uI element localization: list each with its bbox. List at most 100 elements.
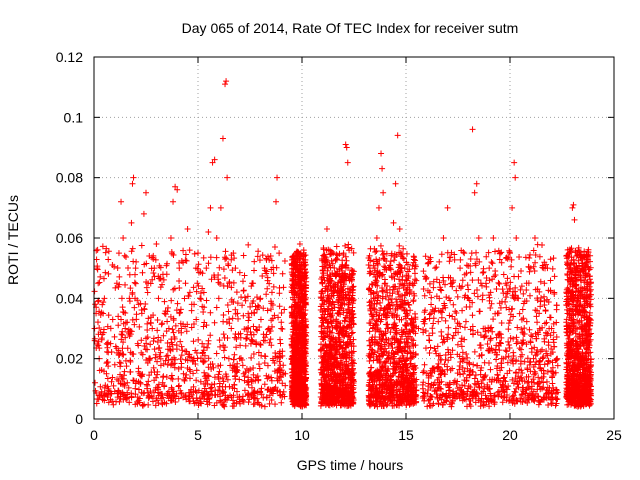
data-point: [437, 356, 444, 363]
data-point: [121, 368, 128, 375]
data-point: [267, 252, 274, 259]
data-point: [497, 250, 504, 257]
data-point: [492, 248, 499, 255]
data-point: [132, 271, 139, 278]
data-point: [537, 364, 544, 371]
data-point: [508, 356, 515, 363]
data-point: [199, 285, 206, 292]
data-point: [454, 293, 461, 300]
data-point: [528, 345, 535, 352]
data-point: [268, 396, 275, 403]
data-point: [495, 388, 502, 395]
data-point: [225, 308, 232, 315]
data-point: [344, 265, 351, 272]
data-point: [464, 365, 471, 372]
data-point: [523, 287, 530, 294]
data-point: [345, 332, 352, 339]
data-point: [493, 365, 500, 372]
data-point: [344, 333, 351, 340]
data-point: [496, 280, 503, 287]
data-point: [230, 356, 237, 363]
data-point: [118, 336, 125, 343]
data-point: [328, 305, 335, 312]
data-point: [224, 302, 231, 309]
data-point: [183, 328, 190, 335]
data-point: [383, 402, 390, 409]
data-point: [523, 318, 530, 325]
data-point: [439, 392, 446, 399]
data-point: [381, 263, 388, 270]
data-point: [430, 400, 437, 407]
data-point: [133, 258, 140, 265]
data-point: [578, 317, 585, 324]
data-point: [340, 307, 347, 314]
data-point: [180, 247, 187, 254]
data-point: [475, 276, 482, 283]
data-point: [546, 314, 553, 321]
data-point: [396, 285, 403, 292]
data-point: [474, 293, 481, 300]
data-point: [486, 403, 493, 410]
data-point: [228, 296, 235, 303]
data-point: [494, 351, 501, 358]
data-point: [532, 352, 539, 359]
data-point: [143, 340, 150, 347]
data-point: [407, 320, 414, 327]
data-point: [510, 349, 517, 356]
data-point: [154, 384, 161, 391]
data-point: [211, 381, 218, 388]
data-point: [450, 301, 457, 308]
data-point: [221, 274, 228, 281]
data-point: [129, 245, 136, 252]
data-point: [91, 325, 98, 332]
data-point: [200, 289, 207, 296]
data-point: [200, 359, 207, 366]
data-point: [365, 261, 372, 268]
data-point: [541, 320, 548, 327]
data-point: [520, 290, 527, 297]
data-point: [446, 258, 453, 265]
data-point: [422, 345, 429, 352]
data-point: [484, 340, 491, 347]
data-point: [374, 260, 381, 267]
data-point: [178, 364, 185, 371]
data-point: [342, 242, 349, 249]
data-point: [461, 368, 468, 375]
data-point: [473, 362, 480, 369]
data-point: [248, 336, 255, 343]
data-point: [517, 360, 524, 367]
data-point: [420, 369, 427, 376]
data-point: [442, 281, 449, 288]
data-point: [544, 389, 551, 396]
data-point: [170, 329, 177, 336]
data-point: [117, 363, 124, 370]
data-point: [134, 398, 141, 405]
data-point: [522, 254, 529, 261]
data-point: [183, 257, 190, 264]
data-point: [207, 332, 214, 339]
data-point: [535, 393, 542, 400]
data-point: [537, 298, 544, 305]
data-point: [426, 349, 433, 356]
data-point: [327, 264, 334, 271]
data-point: [102, 269, 109, 276]
data-point: [523, 341, 530, 348]
data-point: [215, 373, 222, 380]
data-point: [251, 388, 258, 395]
data-point: [250, 364, 257, 371]
data-point: [106, 388, 113, 395]
data-point: [104, 341, 111, 348]
data-point: [126, 298, 133, 305]
data-point: [209, 361, 216, 368]
data-point: [399, 251, 406, 258]
data-point: [512, 389, 519, 396]
data-point: [266, 392, 273, 399]
data-point: [422, 273, 429, 280]
data-point: [586, 283, 593, 290]
data-point: [108, 378, 115, 385]
data-point: [504, 370, 511, 377]
data-point: [461, 336, 468, 343]
data-point: [188, 386, 195, 393]
data-point: [469, 277, 476, 284]
data-point: [217, 281, 224, 288]
